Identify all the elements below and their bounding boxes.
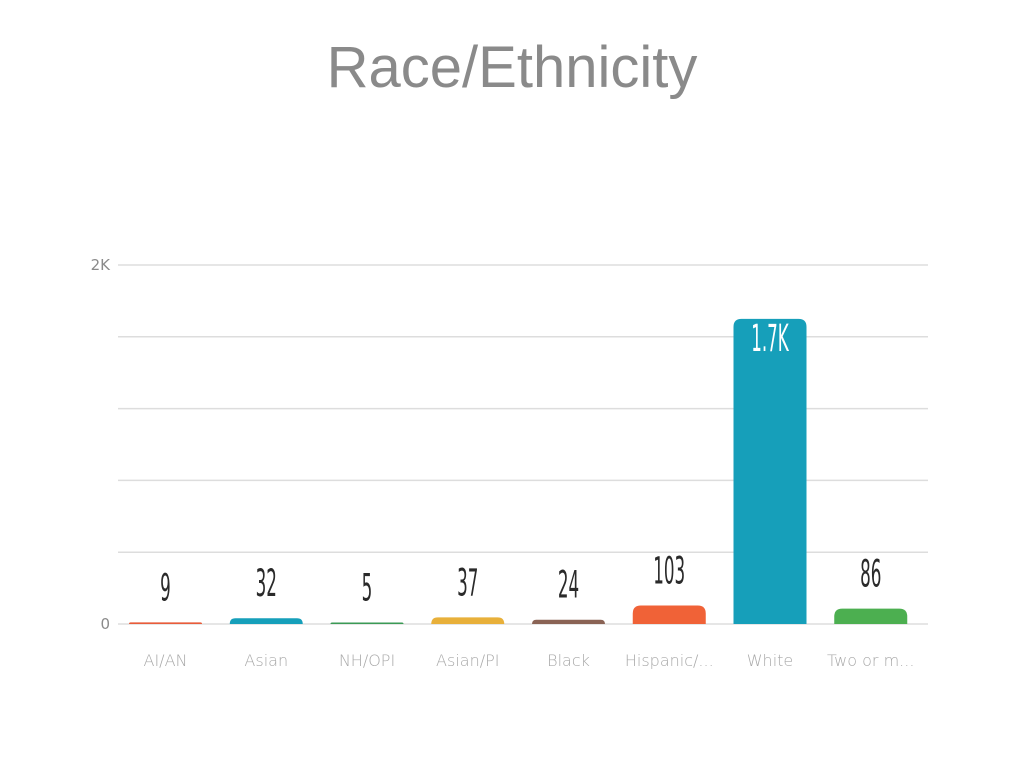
x-tick-label: Black (547, 651, 590, 670)
data-label: 103 (653, 549, 685, 592)
bar-asian (229, 618, 303, 624)
bar-two-or-m- (834, 608, 908, 624)
data-label: 32 (256, 562, 277, 605)
bars (129, 318, 908, 624)
data-label: 37 (457, 561, 478, 604)
data-label: 1.7K (751, 317, 790, 360)
x-tick-label: Asian (244, 651, 288, 670)
chart-title: Race/Ethnicity (326, 35, 698, 100)
y-tick-label: 2K (91, 256, 112, 274)
data-label: 86 (860, 552, 881, 595)
x-tick-label: Hispanic/... (625, 651, 714, 670)
bar-ai-an (129, 622, 202, 624)
data-label: 9 (160, 566, 171, 609)
x-tick-label: White (747, 651, 794, 670)
data-label: 24 (558, 564, 579, 607)
bar-asian-pi (431, 617, 505, 624)
data-labels: 9 32 5 37 24 103 1.7K 86 (160, 317, 881, 610)
bar-nh-opi (330, 622, 404, 624)
x-tick-label: Two or m... (827, 651, 914, 670)
bar-black (532, 619, 605, 624)
x-tick-label: Asian/PI (436, 651, 499, 670)
y-tick-label: 0 (100, 615, 110, 633)
x-tick-label: NH/OPI (339, 651, 395, 670)
data-label: 5 (362, 566, 373, 609)
y-axis-ticks: 0 2K (91, 256, 112, 633)
bar-hispanic- (632, 605, 706, 624)
x-axis-labels: AI/AN Asian NH/OPI Asian/PI Black Hispanic/..… (144, 651, 915, 670)
bar-white (733, 318, 807, 624)
x-tick-label: AI/AN (144, 651, 188, 670)
